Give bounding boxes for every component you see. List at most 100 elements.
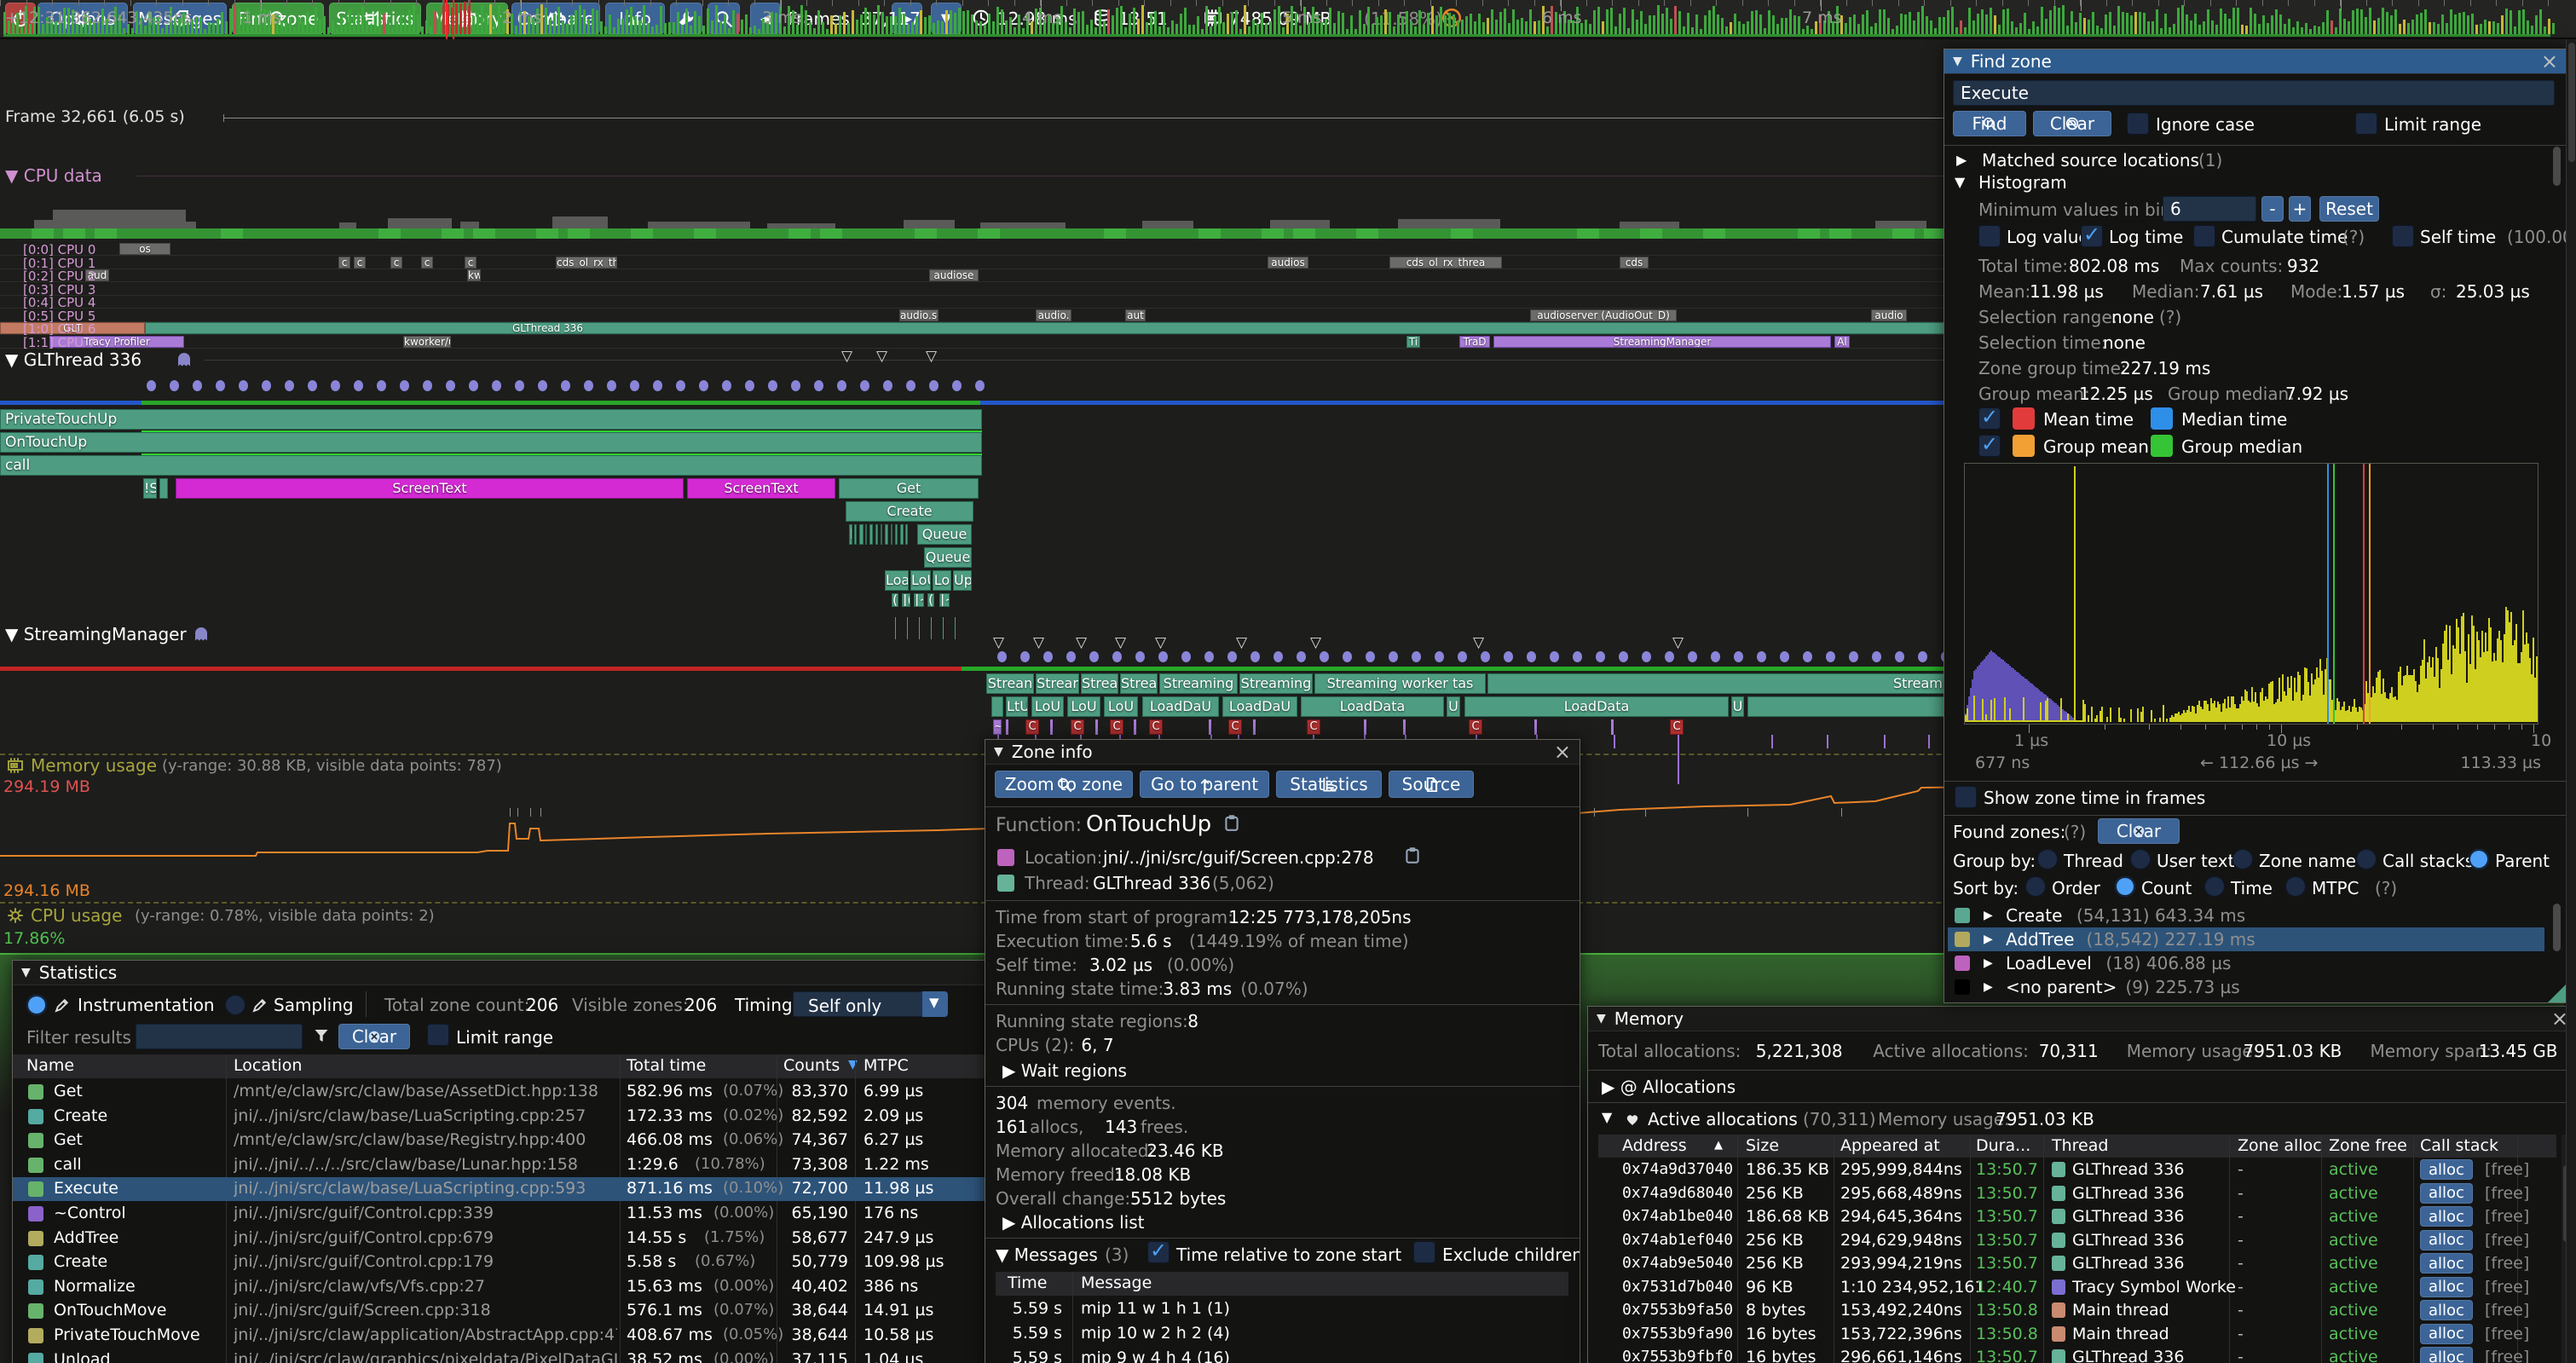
message-dot[interactable] xyxy=(1573,651,1582,662)
timeline-zone[interactable]: Get xyxy=(839,478,979,499)
message-dot[interactable] xyxy=(1481,651,1490,662)
messages-expander[interactable]: ▼ Messages xyxy=(996,1245,1098,1265)
wait-regions-expander[interactable]: ▶ Wait regions xyxy=(1002,1060,1127,1081)
message-dot[interactable] xyxy=(1204,651,1214,662)
group-radio-parent[interactable] xyxy=(2469,849,2489,869)
timeline-zone[interactable]: Ti xyxy=(1406,335,1420,348)
message-dot[interactable] xyxy=(1757,651,1766,662)
message-dot[interactable] xyxy=(331,380,340,391)
exclude-children-label[interactable]: Exclude children xyxy=(1442,1245,1580,1265)
message-dot[interactable] xyxy=(1135,651,1145,662)
alloc-callstack-button[interactable]: alloc xyxy=(2420,1323,2473,1344)
message-triangle[interactable]: ▽ xyxy=(1115,634,1127,651)
timeline-zone[interactable]: Strean xyxy=(986,673,1034,694)
alloc-callstack-button[interactable]: alloc xyxy=(2420,1253,2473,1273)
scrollbar-thumb[interactable] xyxy=(2553,147,2561,186)
alloc-callstack-button[interactable]: alloc xyxy=(2420,1206,2473,1227)
timeline-zone[interactable]: U xyxy=(1447,696,1460,717)
go-to-parent-button[interactable]: Go to parent xyxy=(1140,771,1269,798)
alloc-row[interactable]: 0x74ab9e5040 256 KB 293,994,219ns 13:50.7 GL… xyxy=(1598,1252,2556,1274)
message-dot[interactable] xyxy=(1343,651,1352,662)
timeline-zone[interactable]: Streaming worker tas xyxy=(1314,673,1486,694)
table-row[interactable]: Normalize jni/../jni/src/claw/vfs/Vfs.cpp… xyxy=(13,1275,1041,1299)
timeline-zone[interactable]: LoadDaU xyxy=(1142,696,1219,717)
group-mean-checkbox[interactable]: ✓ xyxy=(1978,432,2001,457)
timeline-zone[interactable] xyxy=(159,478,168,499)
timeline-zone[interactable]: !S xyxy=(143,478,157,499)
message-dot[interactable] xyxy=(653,380,662,391)
table-row[interactable]: AddTree jni/../jni/src/guif/Control.cpp:6… xyxy=(13,1227,1041,1250)
find-scrollbar[interactable] xyxy=(2551,80,2562,1001)
sort-arrow[interactable]: ▼ xyxy=(848,1058,858,1071)
alloc-row[interactable]: 0x74a9d37040 186.35 KB 295,999,844ns 13:50.… xyxy=(1598,1158,2556,1181)
message-dot[interactable] xyxy=(561,380,570,391)
timeline-zone[interactable]: ( xyxy=(927,593,934,607)
timeline-zone[interactable]: Create xyxy=(846,501,973,522)
table-row[interactable]: Create jni/../jni/src/claw/base/LuaScript… xyxy=(13,1105,1041,1129)
sort-radio-mtpc[interactable] xyxy=(2285,876,2306,897)
message-dot[interactable] xyxy=(1619,651,1628,662)
message-dot[interactable] xyxy=(1181,651,1191,662)
message-triangle[interactable]: ▽ xyxy=(876,348,888,365)
cpu-data-header[interactable]: ▼ CPU data xyxy=(5,165,102,186)
log-time-checkbox[interactable]: ✓ xyxy=(2081,222,2103,247)
message-dot[interactable] xyxy=(860,380,869,391)
check-label[interactable]: Log time xyxy=(2109,227,2184,247)
legend-label[interactable]: Median time xyxy=(2181,409,2288,430)
timeline-zone[interactable]: LoadData xyxy=(1301,696,1444,717)
expander[interactable]: ▶ xyxy=(1984,909,1993,922)
group-option[interactable]: Call stacks xyxy=(2383,851,2475,871)
timeline-zone[interactable]: aut xyxy=(1125,309,1146,321)
message-dot[interactable] xyxy=(354,380,363,391)
expander[interactable]: ▶ xyxy=(1984,956,1993,970)
source-button[interactable]: Source xyxy=(1389,771,1474,798)
message-dot[interactable] xyxy=(584,380,593,391)
histogram-label[interactable]: Histogram xyxy=(1978,172,2067,193)
table-row[interactable]: call jni/../jni/../../../src/claw/base/Lu… xyxy=(13,1153,1041,1177)
sort-option[interactable]: Time xyxy=(2231,878,2273,898)
timeline-zone[interactable]: Al xyxy=(1834,335,1850,348)
cpu-plot-title[interactable]: CPU usage xyxy=(31,905,123,926)
found-zone-row[interactable]: ▶ <no parent> (9) 225.73 µs xyxy=(1948,975,2544,999)
sort-radio-order[interactable] xyxy=(2025,876,2046,897)
alloc-callstack-button[interactable]: alloc xyxy=(2420,1300,2473,1320)
column-header-counts[interactable]: Counts xyxy=(783,1056,840,1075)
message-dot[interactable] xyxy=(1642,651,1651,662)
instrumentation-label[interactable]: Instrumentation xyxy=(78,995,215,1015)
timeline-zone[interactable]: TraD xyxy=(1459,335,1490,348)
current-frame-marker[interactable] xyxy=(453,0,454,39)
message-dot[interactable] xyxy=(492,380,501,391)
table-row[interactable]: Get/mnt/e/claw/src/claw/base/Registry.hp… xyxy=(13,1129,1041,1152)
message-dot[interactable] xyxy=(1435,651,1444,662)
sort-option[interactable]: Order xyxy=(2052,878,2100,898)
message-triangle[interactable]: ▽ xyxy=(841,348,853,365)
message-dot[interactable] xyxy=(745,380,754,391)
message-dot[interactable] xyxy=(1688,651,1697,662)
alloc-callstack-button[interactable]: alloc xyxy=(2420,1159,2473,1180)
message-dot[interactable] xyxy=(285,380,294,391)
timeline-zone[interactable] xyxy=(881,524,882,545)
active-alloc-expander[interactable]: ▼ xyxy=(1602,1109,1613,1125)
timeline-zone[interactable]: LoadDaU xyxy=(1222,696,1297,717)
timeline-zone[interactable]: Strea xyxy=(1120,673,1158,694)
timeline-zone[interactable]: C xyxy=(1228,719,1242,735)
message-triangle[interactable]: ▽ xyxy=(1076,634,1088,651)
exclude-children-checkbox[interactable] xyxy=(1413,1241,1435,1263)
message-dot[interactable] xyxy=(676,380,685,391)
message-dot[interactable] xyxy=(837,380,846,391)
zone-info-titlebar[interactable]: ▼ Zone info × xyxy=(985,740,1580,765)
active-alloc-label[interactable]: Active allocations xyxy=(1648,1109,1798,1129)
allocations-list-expander[interactable]: ▶ Allocations list xyxy=(1002,1212,1145,1233)
found-zone-row[interactable]: ▶ Create (54,131) 643.34 ms xyxy=(1948,904,2544,927)
timeline-zone[interactable]: U xyxy=(1731,696,1744,717)
timeline-zone[interactable] xyxy=(859,524,863,545)
timeline-zone[interactable]: c xyxy=(338,256,350,269)
reset-button[interactable]: Reset xyxy=(2319,196,2379,222)
timeline-zone[interactable]: aud xyxy=(85,269,109,281)
timing-select[interactable]: Self only xyxy=(793,991,948,1017)
legend-label[interactable]: Group median xyxy=(2181,436,2303,457)
close-icon[interactable]: × xyxy=(1553,740,1571,764)
message-dot[interactable] xyxy=(1066,651,1076,662)
instrumentation-radio[interactable] xyxy=(26,995,47,1015)
message-dot[interactable] xyxy=(952,380,962,391)
